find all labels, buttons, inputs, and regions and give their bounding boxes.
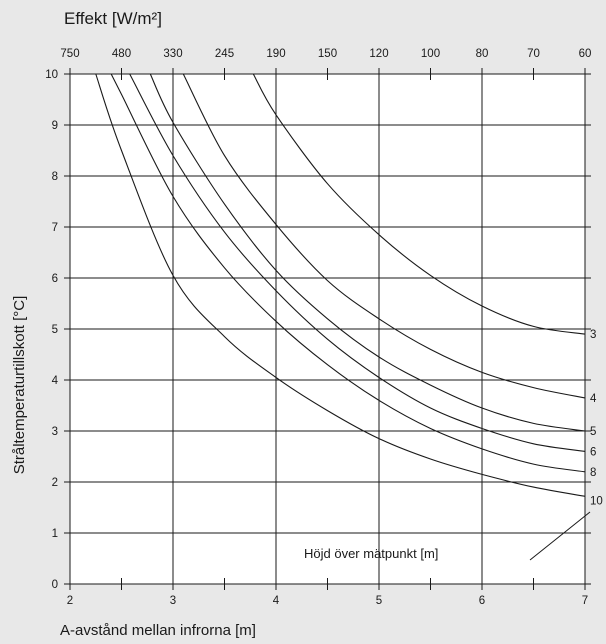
series-line-4: [182, 73, 586, 399]
x-tick-label: 7: [582, 595, 588, 607]
x-tick-label: 5: [376, 595, 382, 607]
series-label-10: 10: [590, 495, 603, 507]
y-tick-label: 5: [52, 324, 58, 336]
y-tick-label: 0: [52, 579, 58, 591]
top-tick-label: 150: [318, 48, 337, 60]
top-tick-label: 80: [476, 48, 489, 60]
top-tick-label: 245: [215, 48, 234, 60]
y-tick-label: 4: [52, 375, 59, 387]
axis-ticks: [69, 68, 591, 590]
y-axis-title: Stråltemperaturtillskott [°C]: [11, 296, 28, 475]
series-label-3: 3: [590, 329, 596, 341]
series-label-5: 5: [590, 426, 596, 438]
x-tick-label: 6: [479, 595, 485, 607]
x-axis-title: A-avstånd mellan infrorna [m]: [60, 622, 256, 639]
top-axis-title: Effekt [W/m²]: [64, 9, 162, 28]
top-tick-label: 190: [266, 48, 285, 60]
series-line-5: [149, 73, 586, 432]
series-layer: [95, 73, 586, 497]
top-tick-label: 100: [421, 48, 440, 60]
series-line-10: [95, 73, 586, 497]
y-tick-label: 10: [45, 69, 58, 81]
x-tick-label: 2: [67, 595, 73, 607]
y-tick-label: 3: [52, 426, 58, 438]
series-line-3: [252, 73, 586, 335]
y-tick-label: 8: [52, 171, 58, 183]
series-line-8: [110, 73, 586, 473]
y-tick-label: 9: [52, 120, 58, 132]
series-label-8: 8: [590, 467, 596, 479]
series-line-6: [129, 73, 586, 452]
top-tick-label: 480: [112, 48, 131, 60]
x-tick-label: 4: [273, 595, 280, 607]
top-tick-label: 120: [369, 48, 388, 60]
y-tick-label: 6: [52, 273, 58, 285]
top-tick-label: 70: [527, 48, 540, 60]
y-tick-label: 1: [52, 528, 58, 540]
annotation-text: Höjd över mätpunkt [m]: [304, 546, 438, 561]
top-tick-label: 60: [579, 48, 592, 60]
top-tick-label: 330: [163, 48, 182, 60]
y-tick-label: 2: [52, 477, 58, 489]
top-tick-label: 750: [60, 48, 79, 60]
annotation-leader-line: [529, 511, 591, 561]
y-tick-label: 7: [52, 222, 58, 234]
series-label-6: 6: [590, 446, 596, 458]
series-label-4: 4: [590, 393, 597, 405]
x-tick-label: 3: [170, 595, 176, 607]
